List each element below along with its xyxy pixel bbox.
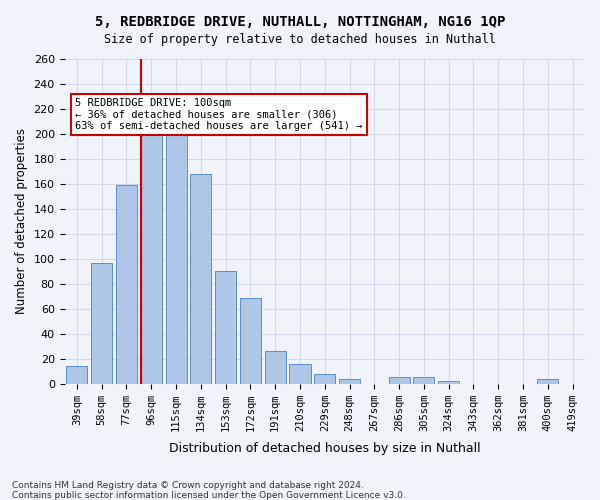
Bar <box>116 185 137 384</box>
Bar <box>67 366 88 384</box>
Bar <box>190 174 211 384</box>
Text: 5, REDBRIDGE DRIVE, NUTHALL, NOTTINGHAM, NG16 1QP: 5, REDBRIDGE DRIVE, NUTHALL, NOTTINGHAM,… <box>95 15 505 29</box>
Text: Contains HM Land Registry data © Crown copyright and database right 2024.: Contains HM Land Registry data © Crown c… <box>12 481 364 490</box>
Bar <box>314 374 335 384</box>
Bar <box>91 262 112 384</box>
Bar <box>265 351 286 384</box>
Bar <box>339 378 360 384</box>
Bar <box>215 272 236 384</box>
Bar <box>389 378 410 384</box>
X-axis label: Distribution of detached houses by size in Nuthall: Distribution of detached houses by size … <box>169 442 481 455</box>
Bar <box>438 381 459 384</box>
Bar <box>166 130 187 384</box>
Y-axis label: Number of detached properties: Number of detached properties <box>15 128 28 314</box>
Text: Size of property relative to detached houses in Nuthall: Size of property relative to detached ho… <box>104 32 496 46</box>
Bar <box>289 364 311 384</box>
Text: Contains public sector information licensed under the Open Government Licence v3: Contains public sector information licen… <box>12 491 406 500</box>
Bar <box>240 298 261 384</box>
Bar <box>537 378 559 384</box>
Bar <box>141 130 162 384</box>
Bar <box>413 378 434 384</box>
Text: 5 REDBRIDGE DRIVE: 100sqm
← 36% of detached houses are smaller (306)
63% of semi: 5 REDBRIDGE DRIVE: 100sqm ← 36% of detac… <box>75 98 362 131</box>
